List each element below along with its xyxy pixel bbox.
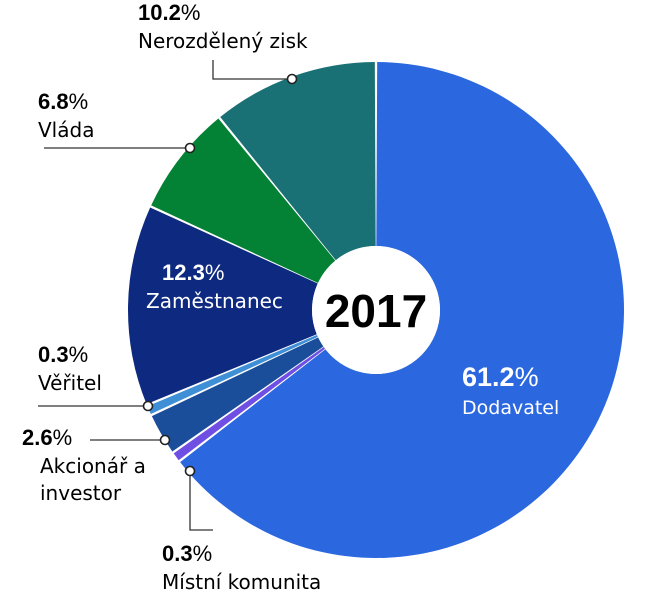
leader-line-m-stn-komunita bbox=[189, 471, 213, 531]
slice-value-m-stn-komunita: 0.3% bbox=[162, 541, 212, 566]
slice-vl-da bbox=[151, 118, 336, 283]
slice-akcion-a-investor bbox=[151, 337, 324, 452]
slice-value-akcion-a-investor: 2.6% bbox=[22, 425, 72, 450]
slice-value-vl-da: 6.8% bbox=[38, 89, 88, 114]
donut-center bbox=[312, 246, 440, 374]
leader-dot-v-itel bbox=[142, 400, 154, 412]
center-year-label: 2017 bbox=[325, 285, 427, 337]
slice-label-zam-stnanec: Zaměstnanec bbox=[146, 289, 283, 313]
slice-v-itel bbox=[147, 334, 318, 415]
leader-dot-vl-da bbox=[184, 142, 196, 154]
slice-m-stn-komunita bbox=[173, 347, 326, 461]
slice-label-akcion-a-investor: Akcionář a bbox=[40, 454, 146, 478]
leader-lines bbox=[38, 60, 298, 531]
slice-value-zam-stnanec: 12.3% bbox=[162, 260, 224, 285]
slice-label-v-itel: Věřitel bbox=[38, 371, 102, 395]
slice-dodavatel bbox=[180, 62, 625, 559]
donut-slices bbox=[127, 62, 625, 559]
leader-line-nerozd-len-zisk bbox=[212, 60, 292, 80]
slice-value-nerozd-len-zisk: 10.2% bbox=[138, 0, 200, 25]
leader-dot-akcion-a-investor bbox=[159, 434, 171, 446]
slice-labels: 61.2% Dodavatel 0.3% Místní komunita 2.6% Akc… bbox=[22, 0, 559, 594]
slice-label-vl-da: Vláda bbox=[38, 118, 94, 142]
leader-dot-m-stn-komunita bbox=[184, 465, 196, 477]
slice-label-nerozd-len-zisk: Nerozdělený zisk bbox=[138, 29, 308, 53]
leader-dot-nerozd-len-zisk bbox=[286, 73, 298, 85]
slice-label-akcion-a-investor: investor bbox=[40, 481, 122, 505]
slice-label-m-stn-komunita: Místní komunita bbox=[162, 570, 321, 594]
slice-nerozd-len-zisk bbox=[220, 62, 376, 261]
slice-label-dodavatel: Dodavatel bbox=[462, 397, 559, 419]
slice-value-v-itel: 0.3% bbox=[38, 342, 88, 367]
slice-value-dodavatel: 61.2% bbox=[462, 362, 539, 392]
slice-zam-stnanec bbox=[127, 207, 318, 405]
